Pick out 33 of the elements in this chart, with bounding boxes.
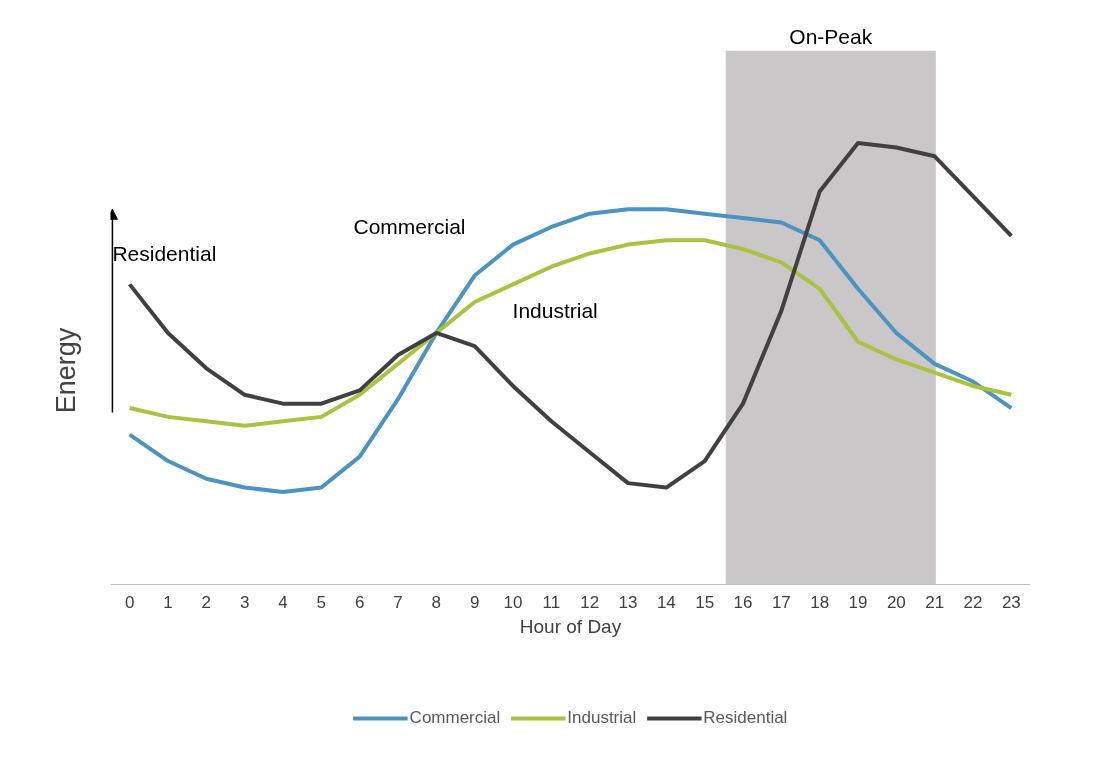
x-tick-label: 0 — [124, 592, 135, 612]
x-tick-label: 16 — [733, 592, 753, 612]
x-tick-label: 9 — [469, 592, 480, 612]
x-tick-label: 8 — [431, 592, 442, 612]
x-tick-label: 10 — [503, 592, 523, 612]
x-tick-label: 19 — [848, 592, 868, 612]
text: Industrial — [512, 299, 598, 323]
x-axis-title: Hour of Day — [519, 615, 622, 637]
x-tick-label: 14 — [656, 592, 676, 612]
x-tick-label: 12 — [580, 592, 600, 612]
x-tick-label: 13 — [618, 592, 638, 612]
x-tick-label: 11 — [542, 592, 561, 612]
x-tick-label: 4 — [278, 592, 288, 612]
legend-label: Commercial — [409, 708, 501, 728]
x-tick-label: 3 — [239, 592, 250, 612]
x-tick-label: 22 — [963, 592, 983, 612]
x-tick-label: 6 — [354, 592, 365, 612]
x-tick-label: 20 — [886, 592, 906, 612]
x-tick-label: 21 — [925, 592, 945, 612]
x-tick-label: 7 — [393, 592, 403, 612]
text: Commercial — [353, 215, 466, 239]
x-tick-label: 15 — [695, 592, 715, 612]
y-axis-title: Energy — [50, 327, 81, 414]
legend-label: Industrial — [567, 708, 637, 728]
x-tick-label: 17 — [771, 592, 791, 612]
text: Residential — [112, 241, 217, 265]
legend-label: Residential — [703, 708, 788, 728]
x-tick-label: 2 — [201, 592, 212, 612]
x-tick-label: 1 — [163, 592, 173, 612]
x-tick-label: 23 — [1001, 592, 1021, 612]
band-label: On-Peak — [789, 25, 873, 49]
x-tick-label: 5 — [316, 592, 327, 612]
x-tick-label: 18 — [810, 592, 830, 612]
